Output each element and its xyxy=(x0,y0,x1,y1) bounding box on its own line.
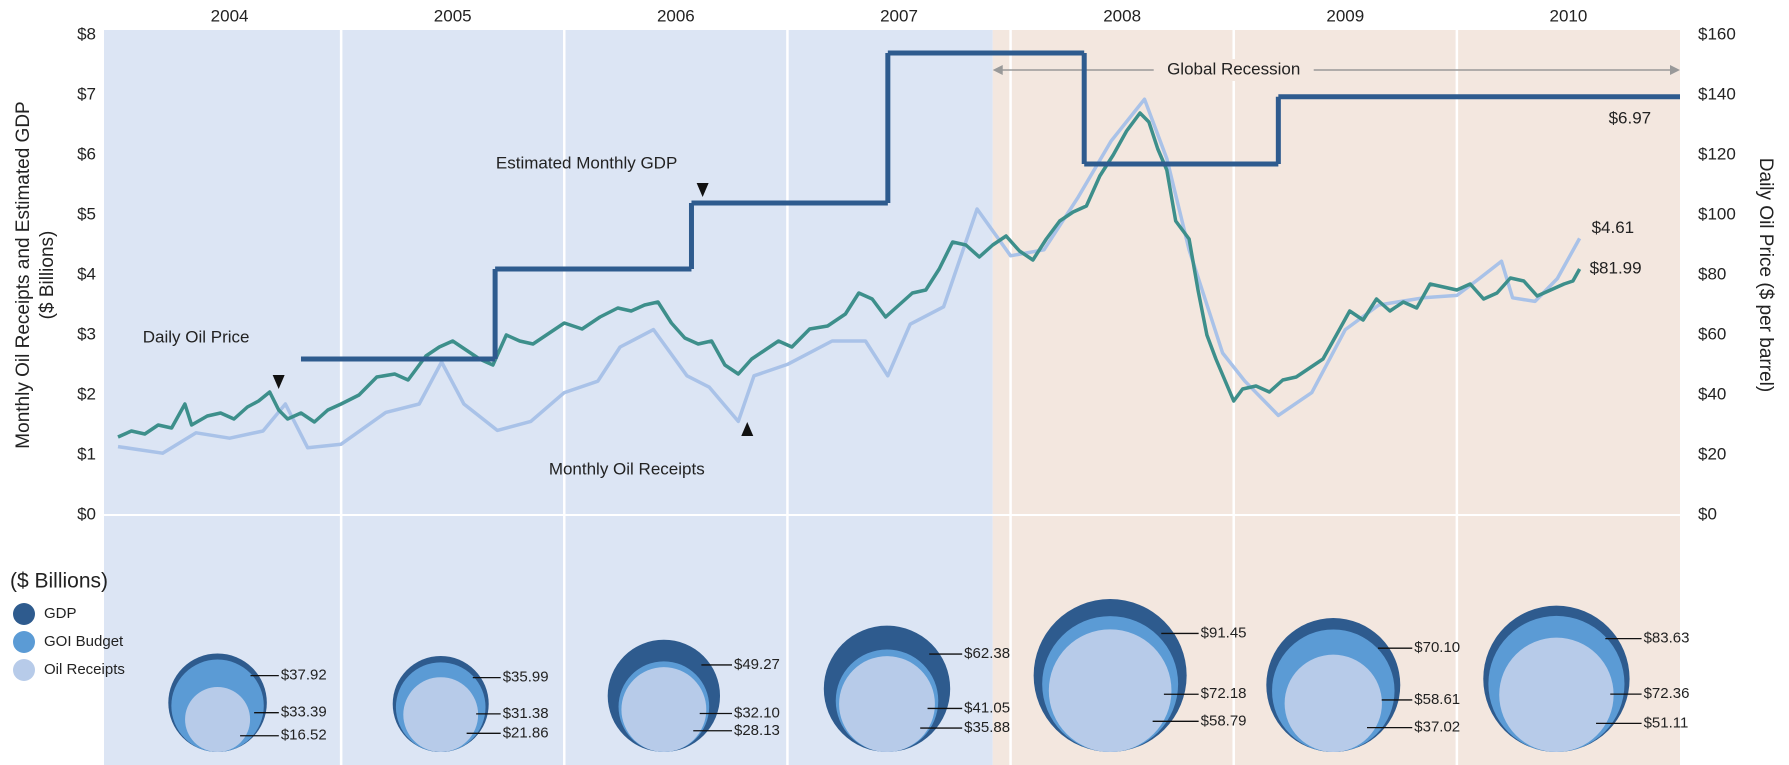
end-label: $6.97 xyxy=(1609,108,1652,127)
y-tick-label: $8 xyxy=(77,24,96,43)
y-tick-label: $7 xyxy=(77,84,96,103)
year-label: 2008 xyxy=(1103,6,1141,25)
series-annotation: Estimated Monthly GDP xyxy=(496,153,677,172)
y2-tick-label: $140 xyxy=(1698,84,1736,103)
annotation-pointer xyxy=(741,422,754,436)
bubble xyxy=(185,686,251,752)
year-label: 2004 xyxy=(211,6,249,25)
bubble-value-label: $35.99 xyxy=(503,669,549,686)
bubble-value-label: $21.86 xyxy=(503,724,549,741)
recession-label-bg xyxy=(1153,59,1314,81)
bubble-legend-title: ($ Billions) xyxy=(10,570,108,593)
y-tick-label: $3 xyxy=(77,324,96,343)
bubble xyxy=(839,656,935,752)
bubble-value-label: $37.02 xyxy=(1414,719,1460,736)
bubble xyxy=(1284,654,1382,753)
y2-tick-label: $60 xyxy=(1698,324,1726,343)
end-label: $4.61 xyxy=(1592,218,1635,237)
bubble-value-label: $32.10 xyxy=(734,704,780,721)
y-tick-label: $0 xyxy=(77,504,96,523)
bubble-value-label: $83.63 xyxy=(1644,630,1690,647)
y-tick-label: $4 xyxy=(77,264,96,283)
bubble-value-label: $72.36 xyxy=(1644,685,1690,702)
series-line xyxy=(117,111,1582,439)
y-axis-subtitle: ($ Billions) xyxy=(37,231,58,320)
bubble-value-label: $33.39 xyxy=(281,704,327,721)
y-tick-label: $1 xyxy=(77,444,96,463)
bubble-value-label: $51.11 xyxy=(1644,714,1689,731)
bubble-value-label: $91.45 xyxy=(1201,624,1247,641)
series-annotation: Monthly Oil Receipts xyxy=(549,459,705,478)
y2-tick-label: $20 xyxy=(1698,444,1726,463)
bubble-value-label: $62.38 xyxy=(964,645,1010,662)
legend-swatch xyxy=(13,659,35,681)
bubble xyxy=(621,667,707,752)
bubble-value-label: $28.13 xyxy=(734,722,780,739)
year-label: 2010 xyxy=(1550,6,1588,25)
bubble-value-label: $49.27 xyxy=(734,656,780,673)
legend-label: Oil Receipts xyxy=(44,661,125,678)
bubble-value-label: $41.05 xyxy=(964,699,1010,716)
legend-label: GOI Budget xyxy=(44,633,124,650)
legend-swatch xyxy=(13,603,35,625)
y2-tick-label: $0 xyxy=(1698,504,1717,523)
y2-tick-label: $40 xyxy=(1698,384,1726,403)
bubble-value-label: $31.38 xyxy=(503,705,549,722)
bubble-value-label: $70.10 xyxy=(1414,639,1460,656)
y2-tick-label: $120 xyxy=(1698,144,1736,163)
y2-tick-label: $80 xyxy=(1698,264,1726,283)
y-axis-title: Monthly Oil Receipts and Estimated GDP xyxy=(13,101,34,448)
bubble-value-label: $35.88 xyxy=(964,719,1010,736)
y2-axis-title: Daily Oil Price ($ per barrel) xyxy=(1755,158,1776,392)
series-line xyxy=(117,97,1582,455)
annotation-pointer xyxy=(696,183,709,197)
year-label: 2009 xyxy=(1326,6,1364,25)
y2-tick-label: $160 xyxy=(1698,24,1736,43)
bubble xyxy=(403,677,479,752)
y-tick-label: $2 xyxy=(77,384,96,403)
year-label: 2005 xyxy=(434,6,472,25)
bubble-value-label: $72.18 xyxy=(1201,685,1247,702)
legend-swatch xyxy=(13,631,35,653)
y-tick-label: $5 xyxy=(77,204,96,223)
bubble xyxy=(1499,637,1614,752)
year-label: 2006 xyxy=(657,6,695,25)
bubble-value-label: $16.52 xyxy=(281,727,327,744)
bubble-value-label: $58.61 xyxy=(1414,691,1460,708)
bubble-value-label: $37.92 xyxy=(281,667,327,684)
y2-tick-label: $100 xyxy=(1698,204,1736,223)
y-tick-label: $6 xyxy=(77,144,96,163)
annotation-pointer xyxy=(272,375,285,389)
recession-label: Global Recession xyxy=(1167,59,1300,78)
bubble xyxy=(1048,629,1172,752)
year-label: 2007 xyxy=(880,6,918,25)
bubble-value-label: $58.79 xyxy=(1201,712,1247,729)
end-label: $81.99 xyxy=(1590,259,1642,278)
series-annotation: Daily Oil Price xyxy=(143,327,250,346)
legend-label: GDP xyxy=(44,605,77,622)
